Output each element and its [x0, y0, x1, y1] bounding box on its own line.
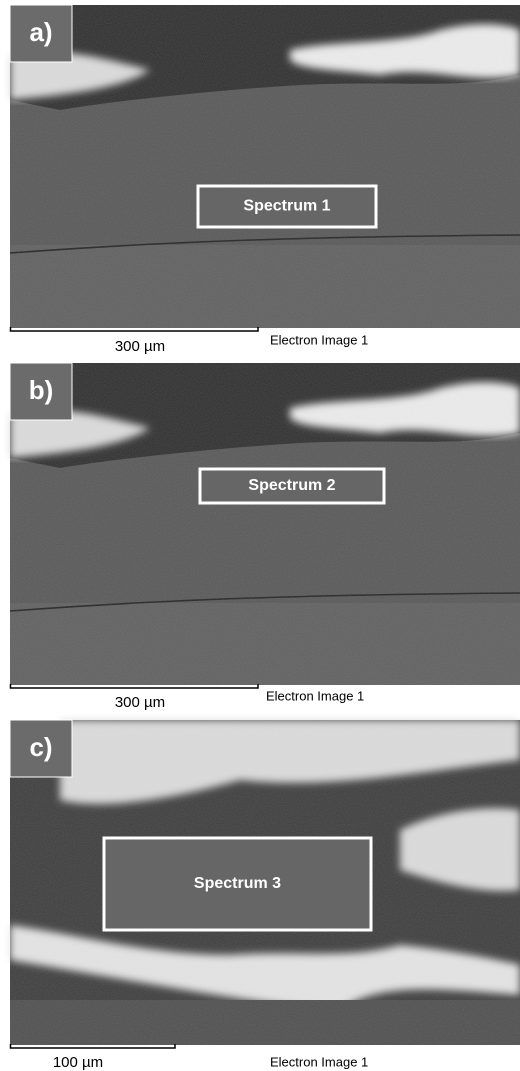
spectrum-label: Spectrum 1 [243, 198, 330, 215]
panel: b) Spectrum 2 300 µm Electron Image 1 [10, 363, 520, 711]
texture [10, 5, 520, 328]
panel-label: a) [29, 17, 52, 47]
image-caption: Electron Image 1 [266, 688, 364, 703]
panel: c) Spectrum 3 100 µm Electron Image 1 [10, 720, 520, 1071]
scale-label: 300 µm [115, 338, 165, 355]
panel-label: c) [29, 732, 52, 762]
panel: a) Spectrum 1 300 µm Electron Image 1 [10, 5, 520, 355]
image-caption: Electron Image 1 [270, 332, 368, 347]
image-caption: Electron Image 1 [270, 1054, 368, 1069]
spectrum-label: Spectrum 2 [248, 477, 335, 494]
scale-label: 100 µm [53, 1054, 103, 1071]
panel-label: b) [29, 375, 54, 405]
texture [10, 363, 520, 685]
figure: a) Spectrum 1 300 µm Electron Image 1 b) Spec… [0, 0, 520, 1071]
scale-label: 300 µm [115, 694, 165, 711]
spectrum-label: Spectrum 3 [194, 875, 281, 892]
